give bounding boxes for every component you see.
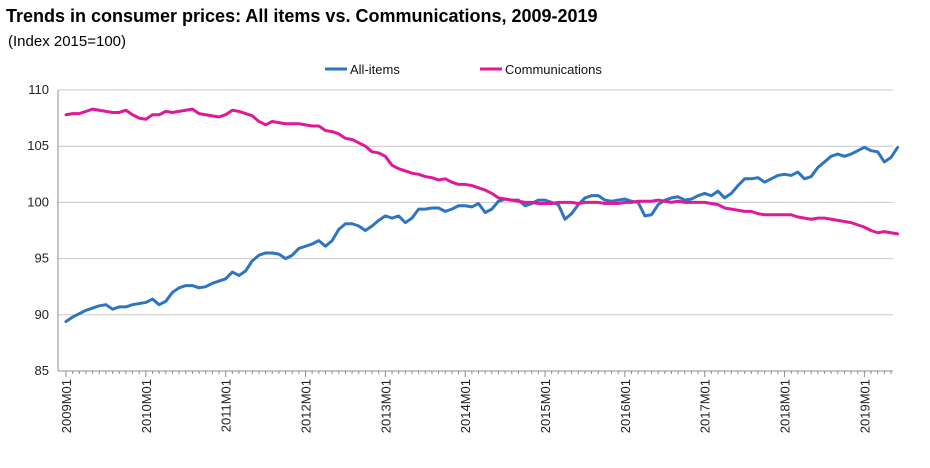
series-line-communications (64, 107, 900, 236)
series-line-all-items (64, 145, 900, 324)
x-tick-label-2017M01: 2017M01 (698, 379, 713, 433)
y-tick-label-110: 110 (28, 82, 49, 97)
x-tick-label-2019M01: 2019M01 (857, 379, 872, 433)
x-tick-label-2014M01: 2014M01 (458, 379, 473, 433)
x-tick-label-2015M01: 2015M01 (538, 379, 553, 433)
legend: All-items Communications (325, 62, 602, 77)
y-axis: 85 90 95 100 105 110 (27, 82, 59, 378)
x-tick-label-2018M01: 2018M01 (778, 379, 793, 433)
grid-lines (58, 89, 893, 372)
chart-title: Trends in consumer prices: All items vs.… (6, 6, 598, 26)
x-axis: 2009M01 2010M01 2011M01 2012M01 2013M01 2014M… (58, 370, 893, 433)
legend-label-all-items: All-items (350, 62, 400, 77)
legend-label-communications: Communications (505, 62, 602, 77)
x-tick-label-2010M01: 2010M01 (139, 379, 154, 433)
y-tick-label-95: 95 (35, 251, 49, 266)
x-tick-label-2012M01: 2012M01 (299, 379, 314, 433)
chart-subtitle: (Index 2015=100) (8, 33, 127, 50)
x-tick-label-2009M01: 2009M01 (59, 379, 74, 433)
y-tick-label-105: 105 (27, 138, 49, 153)
y-tick-label-100: 100 (27, 194, 49, 209)
x-tick-label-2013M01: 2013M01 (378, 379, 393, 433)
y-tick-label-85: 85 (35, 363, 49, 378)
y-tick-label-90: 90 (35, 307, 49, 322)
x-tick-label-2011M01: 2011M01 (219, 379, 234, 432)
series-group (64, 107, 900, 324)
x-tick-label-2016M01: 2016M01 (618, 379, 633, 433)
